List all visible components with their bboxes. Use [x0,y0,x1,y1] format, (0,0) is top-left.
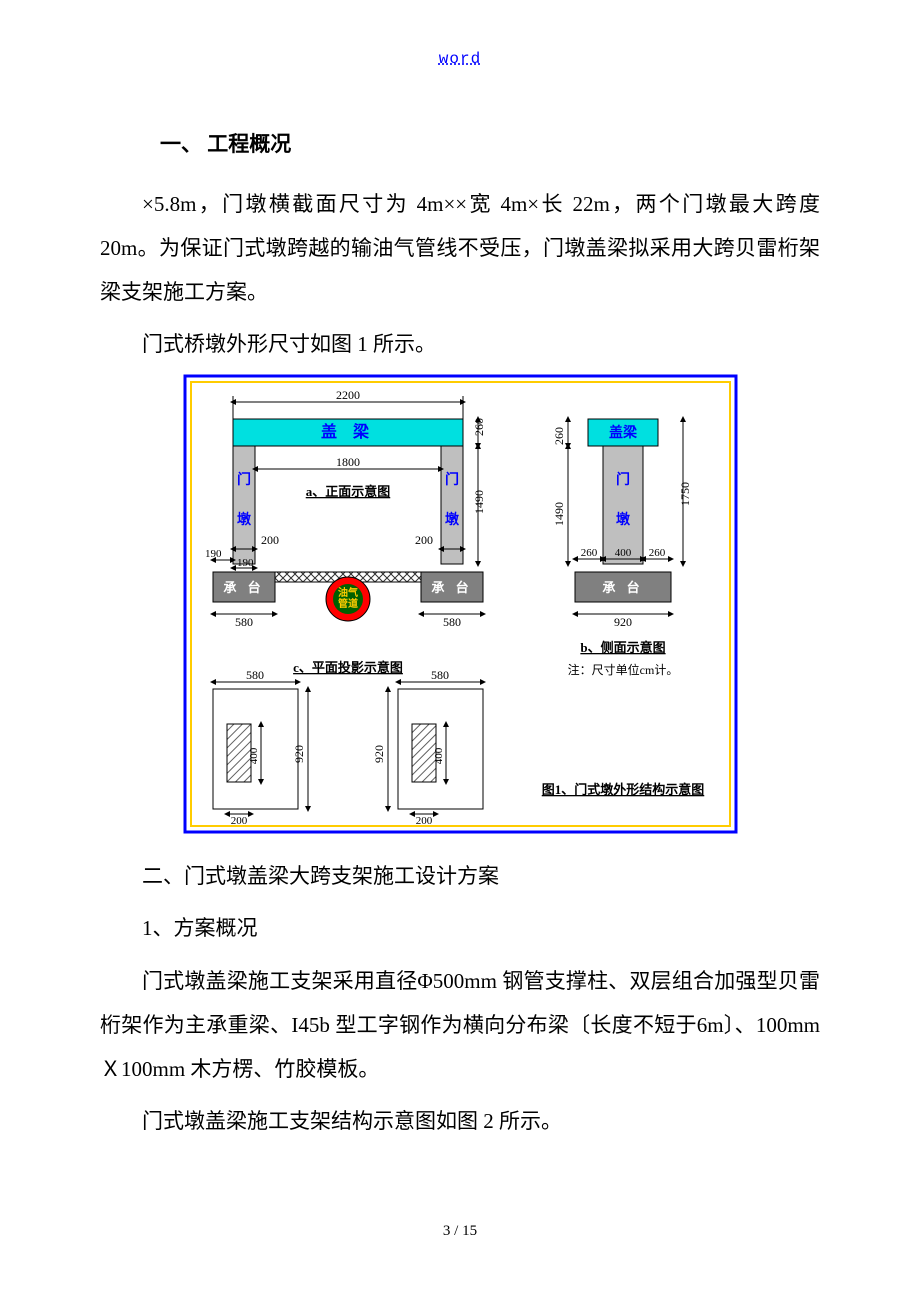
dim-200r: 200 [415,533,433,547]
pipe-t2: 管道 [338,597,358,610]
fig1-title: 图1、门式墩外形结构示意图 [541,782,704,797]
side-foot: 承 台 [602,580,643,595]
section2-title: 二、门式墩盖梁大跨支架施工设计方案 [100,854,820,898]
figure1: 盖 梁 门 墩 门 墩 承 台 承 台 油气 管道 [100,374,820,834]
dim-580r: 580 [443,615,461,629]
dim-400p1: 400 [248,748,260,765]
section2-sub1: 1、方案概况 [100,906,820,950]
dim-580p2: 580 [431,668,449,682]
front-pier-r2: 墩 [445,511,460,528]
dim-580p1: 580 [246,668,264,682]
front-cap-label: 盖 梁 [320,422,374,441]
side-cap: 盖梁 [609,424,638,441]
dim-1750: 1750 [678,482,692,506]
dim-190a: 190 [205,548,222,560]
pipe-t1: 油气 [338,586,358,599]
caption-a: a、正面示意图 [305,484,390,499]
dim-260a: 260 [580,547,597,559]
dim-1490s: 1490 [552,502,566,526]
dim-260s: 260 [552,427,566,445]
section2-p2: 门式墩盖梁施工支架结构示意图如图 2 所示。 [100,1099,820,1143]
dim-920p2: 920 [372,745,386,763]
caption-b: b、侧面示意图 [580,640,665,655]
header-link: word [100,50,820,68]
section1-p2: 门式桥墩外形尺寸如图 1 所示。 [100,322,820,366]
dim-400p2: 400 [433,748,445,765]
dim-200p1: 200 [230,815,247,827]
front-pier-l1: 门 [237,471,251,488]
dim-920s: 920 [614,615,632,629]
dim-580l: 580 [235,615,253,629]
dim-1800: 1800 [336,455,360,469]
dim-260f: 260 [472,418,486,436]
dim-200p2: 200 [415,815,432,827]
caption-c: c、平面投影示意图 [293,660,403,675]
side-pier1: 门 [616,471,630,488]
front-pier-l2: 墩 [237,511,252,528]
section2-p1: 门式墩盖梁施工支架采用直径Φ500mm 钢管支撑柱、双层组合加强型贝雷桁架作为主… [100,959,820,1091]
dim-1490f: 1490 [472,490,486,514]
front-pier-r1: 门 [445,471,459,488]
front-foot-l: 承 台 [223,580,264,595]
dim-2200: 2200 [336,388,360,402]
dim-400: 400 [614,547,631,559]
fig-note: 注：尺寸单位cm计。 [567,662,678,677]
section1-p1: ×5.8m，门墩横截面尺寸为 4m××宽 4m×长 22m，两个门墩最大跨度 2… [100,182,820,314]
dim-260b: 260 [648,547,665,559]
section1-title: 一、 工程概况 [160,128,820,158]
page-footer: 3 / 15 [100,1223,820,1240]
front-foot-r: 承 台 [431,580,472,595]
dim-190b: 190 [237,557,254,569]
dim-200l: 200 [261,533,279,547]
dim-920p1: 920 [292,745,306,763]
side-pier2: 墩 [616,511,631,528]
